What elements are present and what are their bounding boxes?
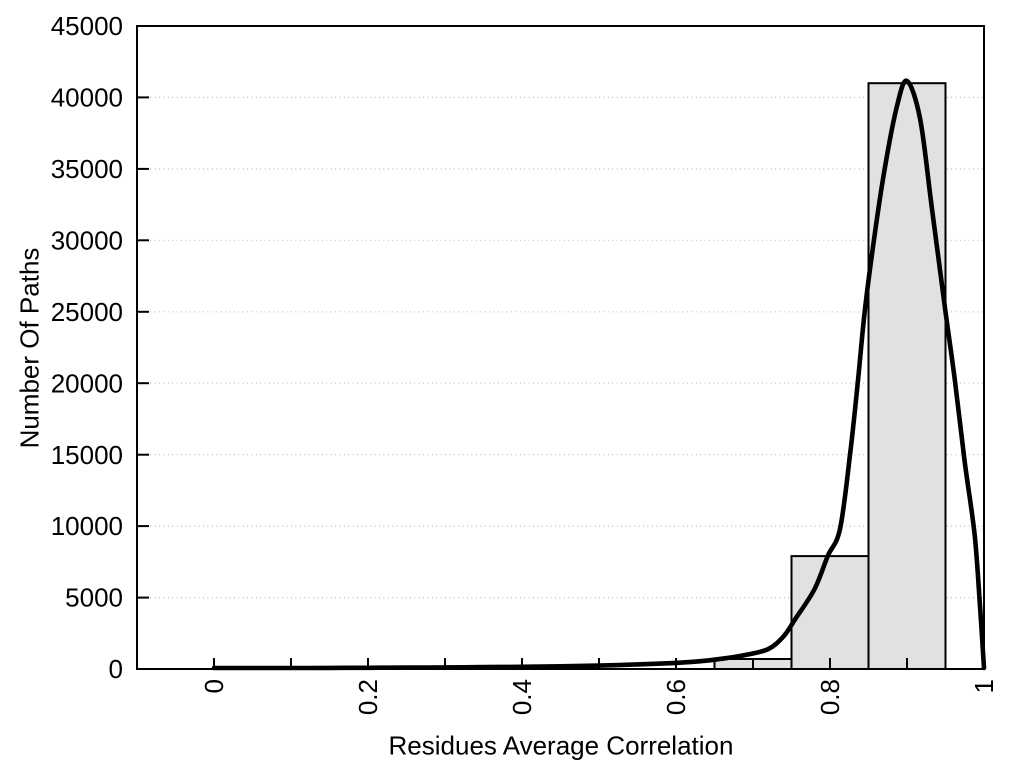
plot-border bbox=[136, 25, 985, 670]
x-tick-label: 0.4 bbox=[507, 679, 537, 715]
x-tick-label: 1 bbox=[969, 679, 999, 693]
y-tick-label: 0 bbox=[109, 654, 123, 684]
x-tick-label: 0.2 bbox=[353, 679, 383, 715]
histogram-bar bbox=[790, 555, 870, 670]
y-tick-label: 10000 bbox=[51, 511, 123, 541]
y-tick-label: 35000 bbox=[51, 154, 123, 184]
y-tick-label: 30000 bbox=[51, 225, 123, 255]
y-tick-label: 25000 bbox=[51, 297, 123, 327]
x-tick-label: 0.6 bbox=[661, 679, 691, 715]
x-tick-label: 0.8 bbox=[815, 679, 845, 715]
y-tick-label: 5000 bbox=[65, 583, 123, 613]
y-tick-label: 45000 bbox=[51, 11, 123, 41]
density-curve bbox=[211, 78, 987, 671]
x-tick-label: 0 bbox=[199, 679, 229, 693]
x-axis-title: Residues Average Correlation bbox=[388, 730, 734, 761]
y-tick-label: 20000 bbox=[51, 368, 123, 398]
y-tick-label: 40000 bbox=[51, 83, 123, 113]
histogram-bar bbox=[867, 82, 947, 670]
y-tick-label: 15000 bbox=[51, 440, 123, 470]
y-axis-title: Number Of Paths bbox=[14, 247, 45, 449]
